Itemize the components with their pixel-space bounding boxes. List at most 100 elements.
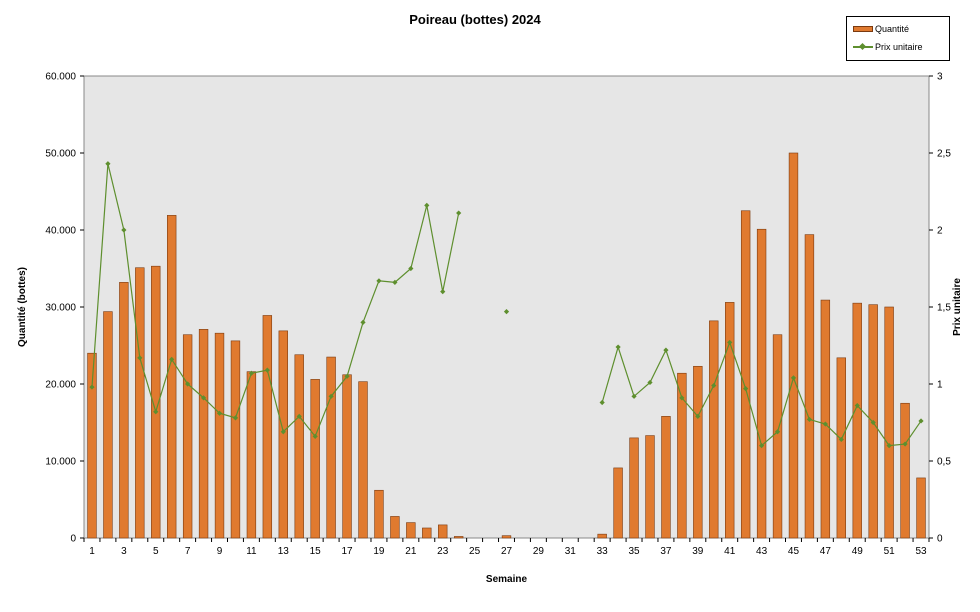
price-point-semaine-49 [854, 402, 860, 409]
price-point-semaine-23 [440, 289, 446, 295]
x-tick-label: 47 [820, 546, 832, 557]
x-tick-label: 33 [597, 546, 609, 557]
plot-area [83, 75, 930, 539]
bar-semaine-21 [406, 522, 416, 539]
price-point-semaine-36 [647, 379, 653, 386]
bar-semaine-42 [740, 210, 751, 539]
x-tick-label: 53 [915, 546, 927, 557]
bar-semaine-41 [725, 302, 735, 539]
bar-semaine-34 [613, 467, 623, 539]
bar-semaine-16 [326, 356, 336, 539]
y2-tick-label: 2 [937, 226, 943, 237]
x-tick-label: 45 [788, 546, 800, 557]
bar-semaine-12 [262, 315, 273, 539]
price-point-semaine-27 [503, 309, 510, 315]
x-tick-label: 9 [217, 546, 223, 557]
price-point-semaine-38 [679, 395, 685, 401]
bar-semaine-13 [278, 330, 288, 539]
x-tick-label: 15 [310, 546, 322, 557]
bar-semaine-7 [182, 334, 193, 539]
y2-tick-label: 0 [937, 534, 943, 545]
price-point-semaine-14 [296, 413, 302, 419]
bar-semaine-48 [836, 357, 846, 539]
legend: Quantité Prix unitaire [846, 16, 950, 61]
price-point-semaine-15 [312, 433, 318, 439]
bar-semaine-10 [230, 340, 241, 539]
x-tick-label: 1 [89, 546, 95, 557]
price-point-semaine-41 [727, 339, 733, 346]
x-tick-label: 43 [756, 546, 768, 557]
y-tick-label: 60.000 [45, 72, 76, 83]
price-point-semaine-21 [408, 265, 414, 272]
bar-semaine-43 [756, 228, 767, 539]
price-point-semaine-18 [360, 319, 366, 325]
bar-semaine-22 [422, 527, 432, 539]
x-tick-label: 7 [185, 546, 191, 557]
price-point-semaine-19 [376, 278, 382, 284]
bar-semaine-35 [629, 437, 639, 539]
x-tick-label: 39 [692, 546, 704, 557]
bar-semaine-46 [804, 234, 815, 539]
bar-semaine-37 [661, 416, 671, 539]
price-point-semaine-2 [105, 161, 111, 167]
bar-semaine-15 [310, 379, 320, 539]
price-point-semaine-12 [264, 367, 270, 373]
bar-semaine-18 [358, 381, 368, 539]
price-point-semaine-17 [344, 373, 350, 379]
legend-item-quantite: Quantité [853, 22, 909, 36]
bar-semaine-19 [374, 489, 384, 539]
legend-line-swatch [853, 42, 873, 51]
price-point-semaine-7 [185, 381, 191, 387]
x-tick-label: 51 [884, 546, 896, 557]
x-tick-label: 17 [342, 546, 354, 557]
bar-semaine-5 [151, 265, 161, 539]
bar-semaine-17 [342, 374, 352, 539]
x-tick-label: 23 [437, 546, 449, 557]
x-tick-label: 3 [121, 546, 127, 557]
bar-semaine-14 [294, 354, 304, 539]
price-point-semaine-46 [806, 416, 813, 423]
bar-semaine-49 [852, 302, 862, 539]
price-point-semaine-42 [743, 386, 749, 392]
bar-semaine-47 [820, 299, 831, 539]
bar-semaine-40 [709, 320, 719, 539]
bar-semaine-3 [119, 282, 129, 539]
legend-bar-swatch [853, 26, 873, 32]
x-tick-label: 19 [373, 546, 385, 557]
chart-title: Poireau (bottes) 2024 [409, 12, 541, 27]
y2-tick-label: 3 [937, 72, 943, 83]
price-point-semaine-47 [822, 421, 828, 427]
price-point-semaine-10 [232, 415, 239, 421]
price-point-semaine-6 [169, 356, 175, 362]
price-point-semaine-53 [918, 418, 924, 424]
bar-semaine-6 [167, 215, 177, 539]
price-point-semaine-11 [248, 370, 255, 376]
x-tick-label: 35 [628, 546, 640, 557]
bar-semaine-51 [884, 306, 894, 539]
legend-item-prix: Prix unitaire [853, 40, 923, 54]
price-point-semaine-8 [200, 395, 207, 401]
bar-semaine-52 [900, 402, 910, 539]
y-tick-label: 0 [70, 534, 76, 545]
price-point-semaine-20 [392, 279, 398, 285]
y2-tick-label: 0,5 [937, 457, 951, 468]
x-tick-label: 13 [278, 546, 290, 557]
bar-semaine-1 [87, 352, 97, 539]
y-tick-label: 40.000 [45, 226, 76, 237]
price-point-semaine-43 [758, 443, 765, 449]
price-point-semaine-22 [424, 202, 430, 208]
legend-label-prix: Prix unitaire [875, 42, 923, 52]
x-tick-label: 29 [533, 546, 545, 557]
price-point-semaine-37 [663, 347, 669, 353]
price-point-semaine-1 [89, 384, 95, 390]
y-axis-title: Quantité (bottes) [17, 267, 28, 347]
y2-tick-label: 1,5 [937, 303, 951, 314]
price-line-segment-0 [91, 163, 460, 438]
bar-semaine-4 [135, 267, 145, 539]
y2-tick-label: 2,5 [937, 149, 951, 160]
price-point-semaine-52 [902, 441, 908, 447]
price-point-semaine-48 [838, 436, 844, 443]
price-point-semaine-4 [137, 355, 143, 361]
bar-semaine-44 [772, 334, 783, 539]
